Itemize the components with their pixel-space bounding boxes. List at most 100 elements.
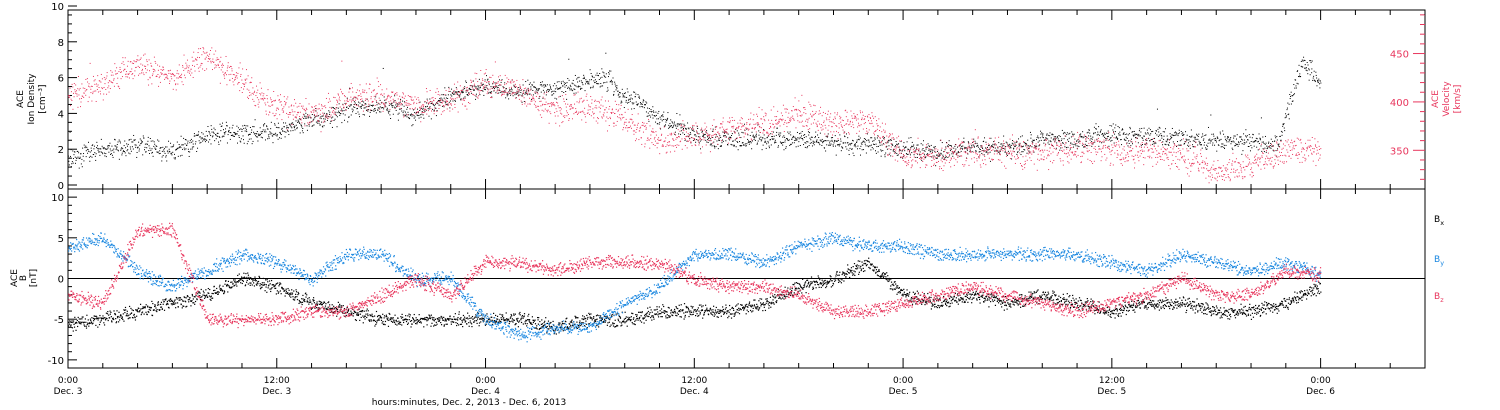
top-series-0-dot <box>650 111 652 113</box>
top-series-0-dot <box>1040 139 1042 141</box>
top-series-0-dot <box>374 109 376 111</box>
top-series-0-dot <box>1008 152 1010 154</box>
top-series-1-dot <box>553 103 555 105</box>
top-series-0-dot <box>794 139 796 141</box>
top-series-1-dot <box>95 90 97 92</box>
top-series-1-dot <box>262 99 264 101</box>
top-series-0-dot <box>608 73 610 75</box>
top-series-0-dot <box>1088 129 1090 131</box>
top-series-1-dot <box>788 119 790 121</box>
top-series-0-dot <box>798 141 800 143</box>
top-series-1-dot <box>512 92 514 94</box>
top-series-0-dot <box>462 92 464 94</box>
top-series-1-dot <box>539 114 541 116</box>
top-series-1-dot <box>287 114 289 116</box>
top-series-0-dot <box>782 136 784 138</box>
top-series-0-dot <box>1194 136 1196 138</box>
top-series-1-dot <box>742 125 744 127</box>
top-series-1-dot <box>75 84 77 86</box>
top-series-1-dot <box>171 78 173 80</box>
top-series-0-dot <box>239 140 241 142</box>
top-series-1-dot <box>362 91 364 93</box>
top-series-1-dot <box>523 97 525 99</box>
top-series-0-dot <box>949 154 951 156</box>
top-series-1-dot <box>223 74 225 76</box>
top-series-0-dot <box>962 141 964 143</box>
top-series-0-dot <box>890 139 892 141</box>
top-series-0-dot <box>423 109 425 111</box>
top-series-0-dot <box>74 162 76 164</box>
top-series-0-dot <box>314 117 316 119</box>
top-series-0-dot <box>369 115 371 117</box>
top-series-0-dot <box>1116 138 1118 140</box>
top-series-0-dot <box>1239 136 1241 138</box>
top-series-1-dot <box>395 101 397 103</box>
top-series-1-dot <box>233 74 235 76</box>
top-series-1-dot <box>811 116 813 118</box>
top-series-1-dot <box>814 119 816 121</box>
top-series-0-dot <box>471 85 473 87</box>
top-series-0-dot <box>818 137 820 139</box>
top-series-0-dot <box>446 103 448 105</box>
top-series-0-dot <box>1229 139 1231 141</box>
top-series-0-dot <box>1009 143 1011 145</box>
top-series-0-dot <box>931 156 933 158</box>
top-series-1-dot <box>88 96 90 98</box>
top-series-0-dot <box>213 127 215 129</box>
top-series-1-dot <box>702 129 704 131</box>
top-series-1-dot <box>690 142 692 144</box>
top-series-1-dot <box>165 76 167 78</box>
top-series-0-dot <box>1290 91 1292 93</box>
top-series-0-dot <box>1249 136 1251 138</box>
top-series-0-dot <box>484 87 486 89</box>
top-series-1-dot <box>122 61 124 63</box>
top-series-0-dot <box>1295 87 1297 89</box>
top-series-0-dot <box>1302 60 1304 62</box>
top-series-0-dot <box>331 117 333 119</box>
top-series-0-dot <box>325 115 327 117</box>
top-series-1-dot <box>741 118 743 120</box>
top-series-0-dot <box>595 74 597 76</box>
top-series-1-dot <box>356 104 358 106</box>
top-series-1-dot <box>399 103 401 105</box>
top-series-0-dot <box>977 144 979 146</box>
top-series-1-dot <box>329 106 331 108</box>
top-series-1-dot <box>113 79 115 81</box>
top-series-0-dot <box>1123 138 1125 140</box>
top-series-1-dot <box>314 110 316 112</box>
top-series-1-dot <box>313 114 315 116</box>
top-series-0-dot <box>354 106 356 108</box>
top-series-0-dot <box>774 139 776 141</box>
top-series-0-dot <box>416 114 418 116</box>
top-series-0-dot <box>368 109 370 111</box>
top-series-0-dot <box>883 137 885 139</box>
top-series-1-dot <box>727 121 729 123</box>
top-series-1-dot <box>133 62 135 64</box>
top-series-0-dot <box>1163 135 1165 137</box>
top-series-0-dot <box>742 132 744 134</box>
top-series-1-dot <box>117 85 119 87</box>
top-series-1-dot <box>761 123 763 125</box>
top-series-0-dot <box>1210 140 1212 142</box>
top-series-1-dot <box>149 76 151 78</box>
top-series-0-dot <box>554 83 556 85</box>
top-series-1-dot <box>499 75 501 77</box>
top-series-0-dot <box>458 94 460 96</box>
top-series-1-dot <box>654 145 656 147</box>
top-series-1-dot <box>543 104 545 106</box>
top-series-0-dot <box>1080 133 1082 135</box>
top-series-0-dot <box>1304 60 1306 62</box>
top-series-1-dot <box>83 96 85 98</box>
top-ylabel-line-1: Ion Density <box>27 73 37 125</box>
top-series-0-dot <box>531 98 533 100</box>
top-series-0-dot <box>212 131 214 133</box>
top-series-0-dot <box>159 150 161 152</box>
top-series-0-dot <box>845 146 847 148</box>
top-series-0-dot <box>1032 139 1034 141</box>
top-series-0-dot <box>1056 142 1058 144</box>
top-series-0-dot <box>609 70 611 72</box>
top-series-0-dot <box>977 146 979 148</box>
top-series-0-dot <box>117 150 119 152</box>
top-series-0-dot <box>206 139 208 141</box>
top-series-0-dot <box>346 97 348 99</box>
